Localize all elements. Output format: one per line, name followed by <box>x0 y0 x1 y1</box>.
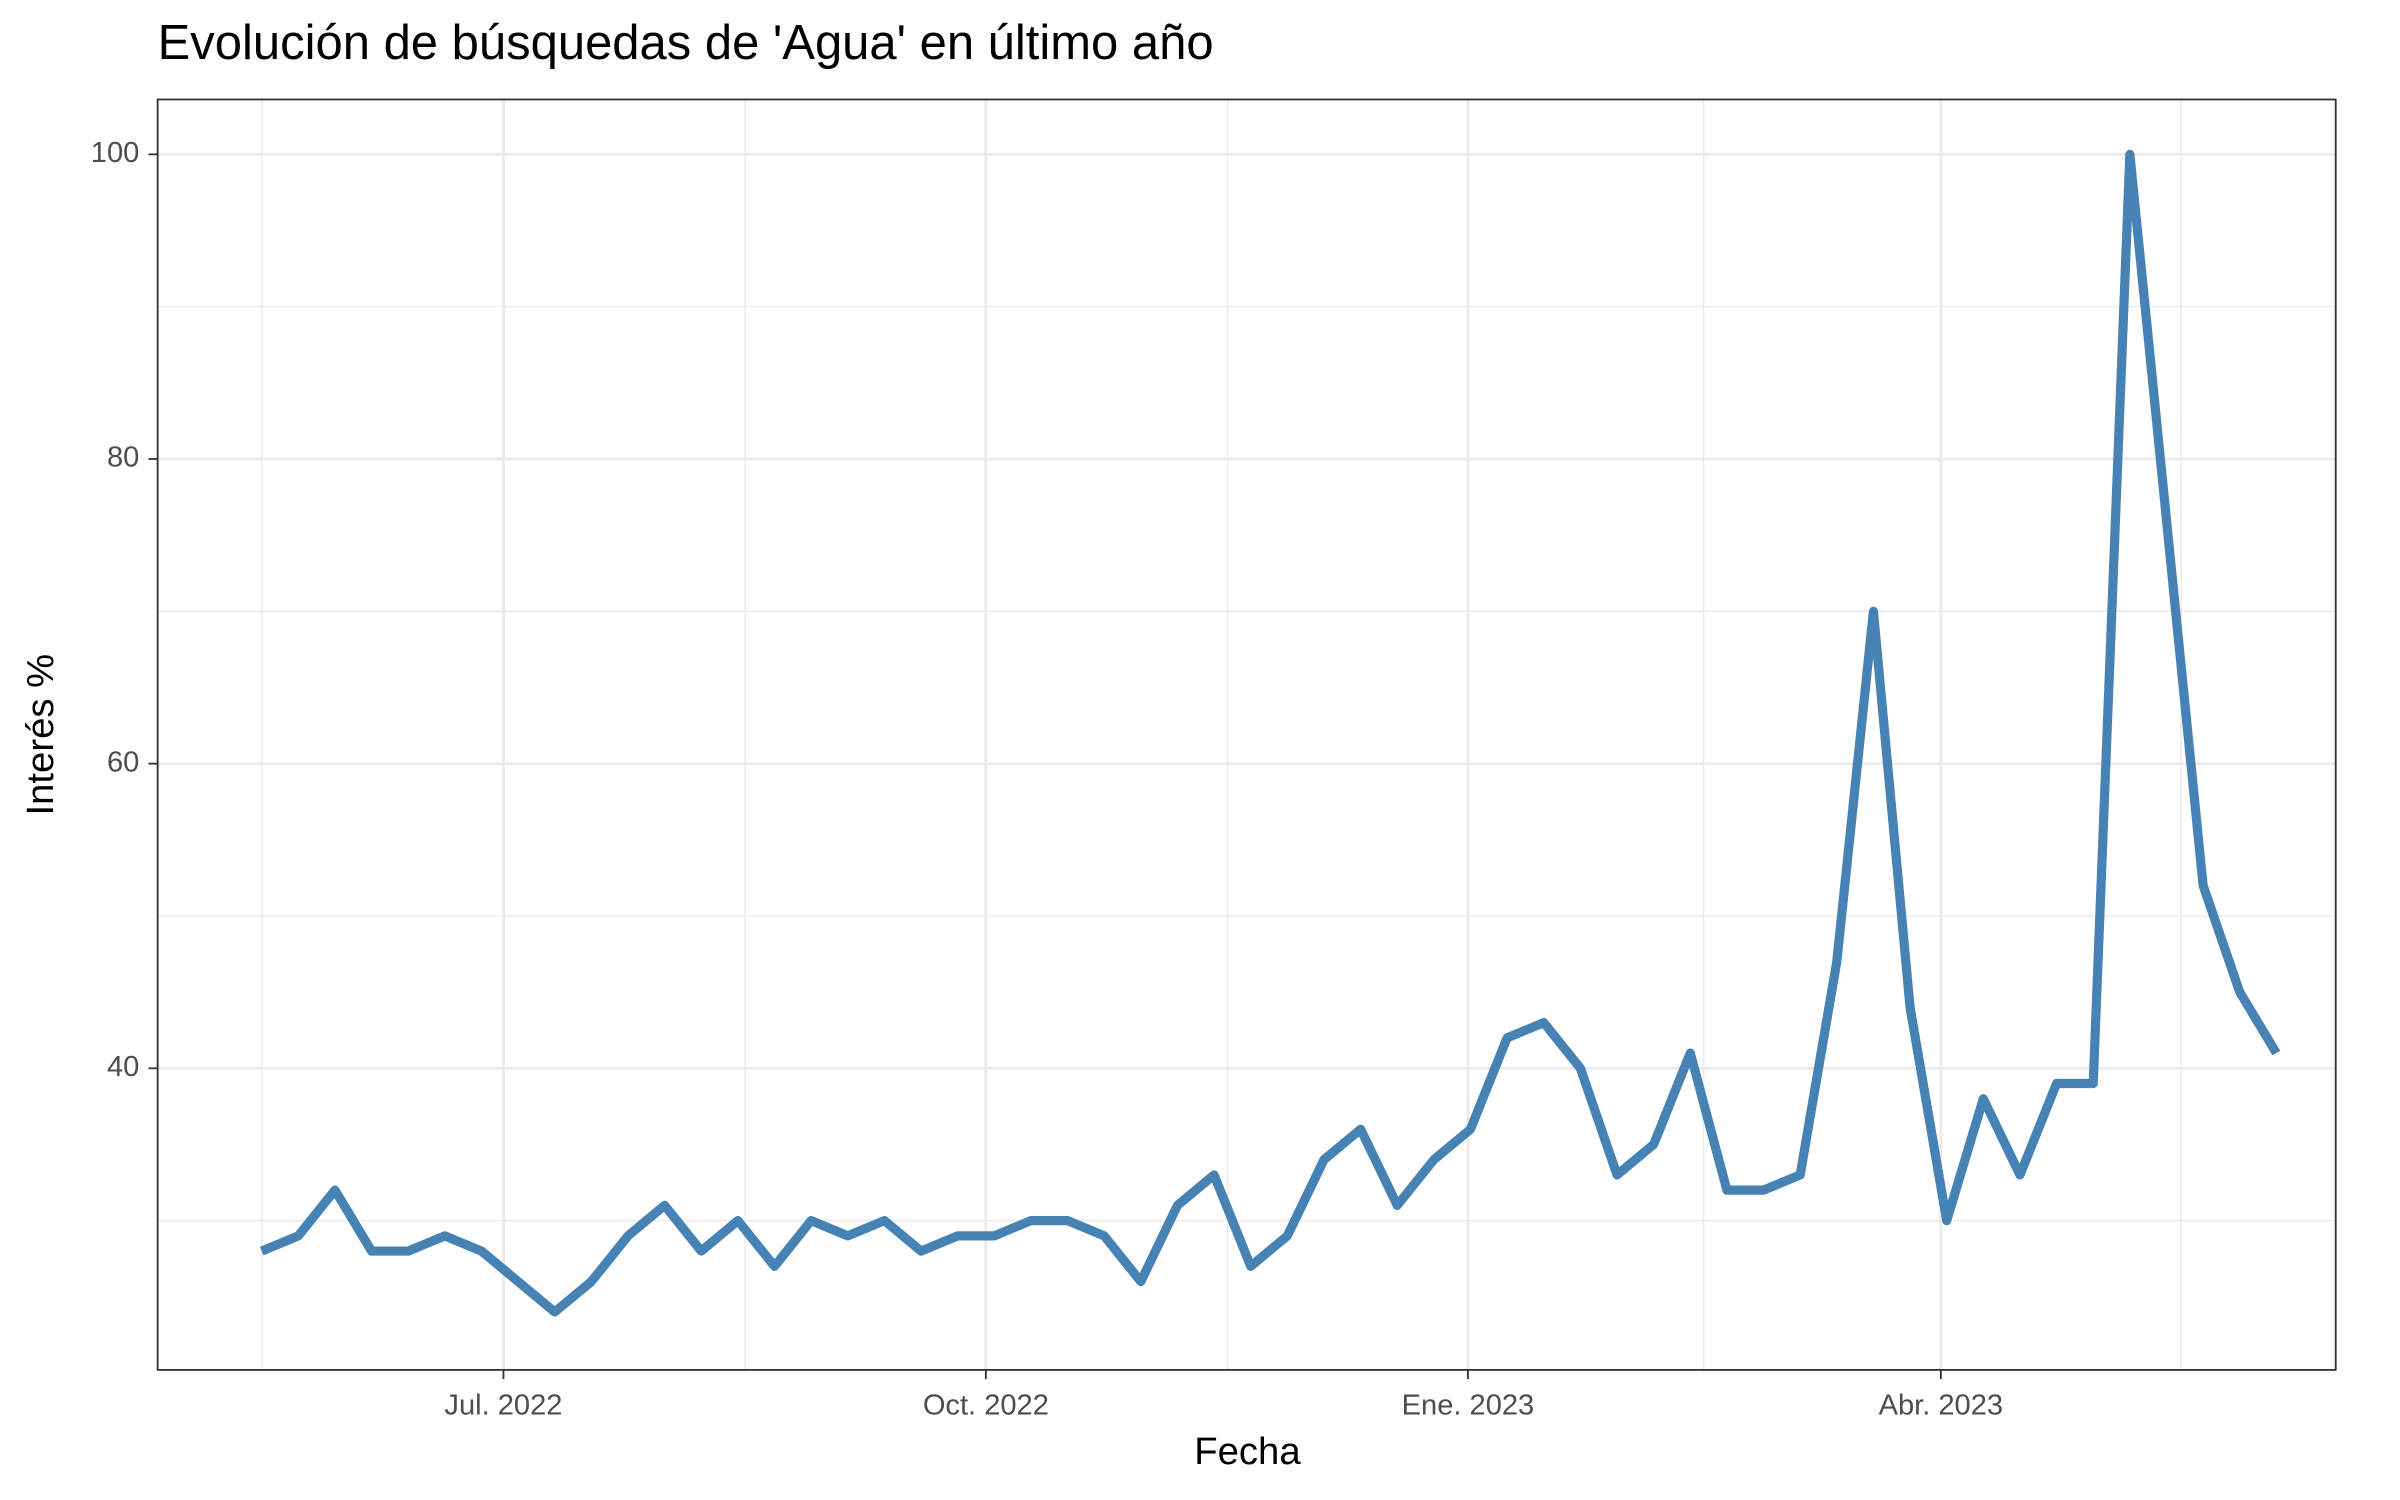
x-tick-label: Jul. 2022 <box>444 1389 562 1421</box>
y-tick-label: 40 <box>107 1051 139 1083</box>
plot-border <box>156 98 2337 1371</box>
chart-title: Evolución de búsquedas de 'Agua' en últi… <box>158 16 1214 70</box>
x-tick-label: Ene. 2023 <box>1402 1389 1535 1421</box>
x-tick-label: Abr. 2023 <box>1879 1389 2003 1421</box>
x-tick-label: Oct. 2022 <box>923 1389 1049 1421</box>
line <box>259 149 2281 1317</box>
y-tick-label: 80 <box>107 442 139 474</box>
y-tick-label: 100 <box>91 137 140 169</box>
y-axis-label: Interés % <box>19 654 62 816</box>
y-tick-label: 60 <box>107 746 139 778</box>
x-axis-label: Fecha <box>1194 1430 1301 1473</box>
